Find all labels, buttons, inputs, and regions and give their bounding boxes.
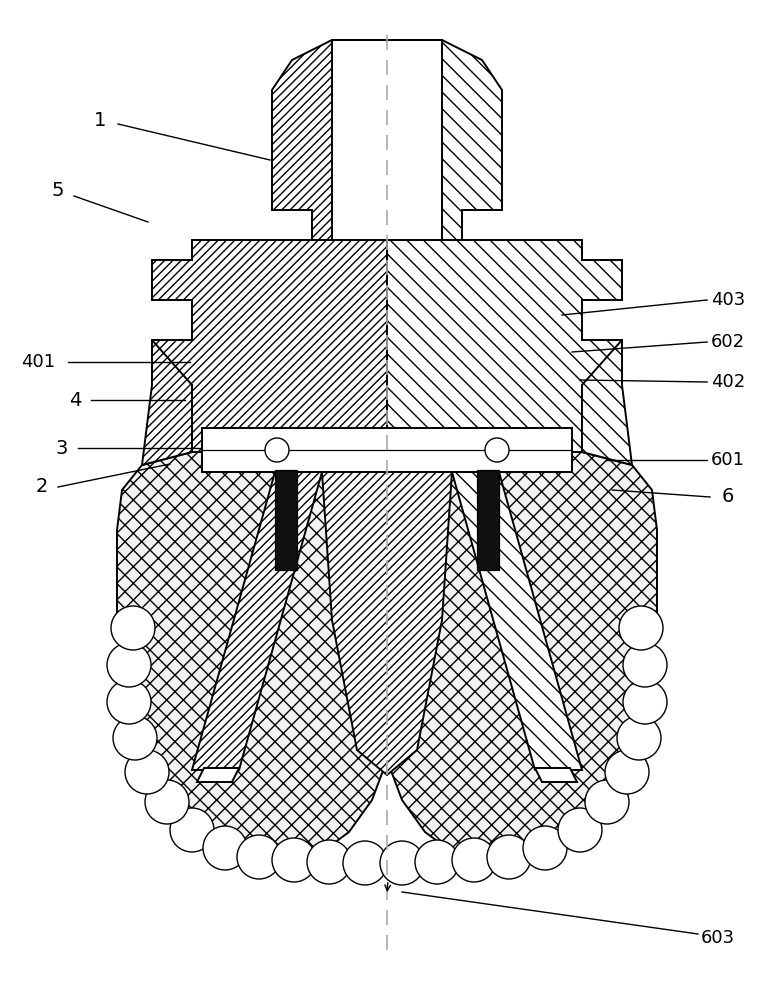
Circle shape xyxy=(307,840,351,884)
Bar xyxy=(477,470,499,570)
Text: 2: 2 xyxy=(36,478,48,496)
Polygon shape xyxy=(582,340,632,465)
Text: 4: 4 xyxy=(69,390,81,410)
Polygon shape xyxy=(192,472,322,770)
Polygon shape xyxy=(117,452,387,860)
Circle shape xyxy=(111,606,155,650)
Polygon shape xyxy=(387,40,502,240)
Text: 603: 603 xyxy=(701,929,735,947)
Circle shape xyxy=(619,606,663,650)
Circle shape xyxy=(125,750,169,794)
Text: 602: 602 xyxy=(711,333,745,351)
Circle shape xyxy=(265,438,289,462)
Text: 403: 403 xyxy=(711,291,745,309)
Polygon shape xyxy=(142,340,192,465)
Circle shape xyxy=(272,838,316,882)
Circle shape xyxy=(452,838,496,882)
Bar xyxy=(275,470,297,570)
Text: 1: 1 xyxy=(94,110,106,129)
Text: 401: 401 xyxy=(21,353,55,371)
Bar xyxy=(202,428,572,472)
Circle shape xyxy=(623,680,667,724)
Text: 5: 5 xyxy=(52,180,64,200)
Circle shape xyxy=(485,438,509,462)
Polygon shape xyxy=(535,768,577,782)
Polygon shape xyxy=(452,472,582,770)
Polygon shape xyxy=(387,240,622,460)
Circle shape xyxy=(523,826,567,870)
Circle shape xyxy=(203,826,247,870)
Polygon shape xyxy=(197,768,239,782)
Circle shape xyxy=(558,808,602,852)
Circle shape xyxy=(113,716,157,760)
Circle shape xyxy=(237,835,281,879)
Circle shape xyxy=(343,841,387,885)
Circle shape xyxy=(107,643,151,687)
Text: 601: 601 xyxy=(711,451,745,469)
Text: 402: 402 xyxy=(711,373,745,391)
Text: 6: 6 xyxy=(722,488,734,506)
Bar xyxy=(332,40,442,240)
Circle shape xyxy=(487,835,531,879)
Circle shape xyxy=(380,841,424,885)
Circle shape xyxy=(107,680,151,724)
Circle shape xyxy=(605,750,649,794)
Circle shape xyxy=(170,808,214,852)
Circle shape xyxy=(585,780,629,824)
Circle shape xyxy=(145,780,189,824)
Text: 3: 3 xyxy=(56,438,68,458)
Circle shape xyxy=(623,643,667,687)
Circle shape xyxy=(617,716,661,760)
Polygon shape xyxy=(387,452,657,860)
Polygon shape xyxy=(152,240,387,460)
Polygon shape xyxy=(322,472,452,775)
Circle shape xyxy=(415,840,459,884)
Polygon shape xyxy=(272,40,387,240)
